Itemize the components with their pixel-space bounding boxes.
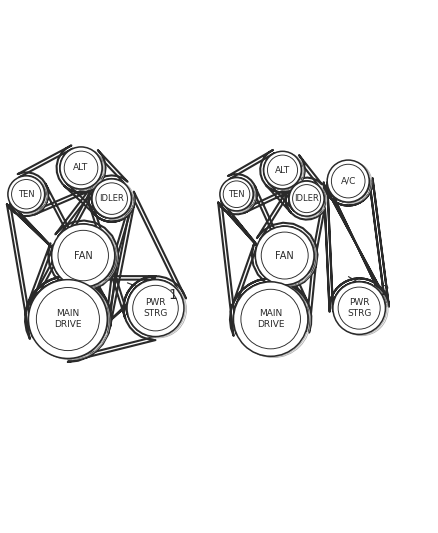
Text: 2: 2 [381,284,390,298]
Circle shape [333,282,385,334]
Circle shape [289,181,324,216]
Circle shape [327,160,369,202]
Text: FAN: FAN [276,251,294,261]
Circle shape [264,151,301,189]
Text: MAIN
DRIVE: MAIN DRIVE [257,309,284,329]
Circle shape [220,177,253,211]
Text: ALT: ALT [74,164,88,173]
Text: MAIN
DRIVE: MAIN DRIVE [54,309,81,329]
Text: TEN: TEN [228,190,245,199]
Circle shape [255,226,314,285]
Circle shape [52,224,115,287]
Circle shape [233,282,308,356]
Text: 1: 1 [169,288,177,302]
Text: PWR
STRG: PWR STRG [347,298,371,318]
Text: FAN: FAN [74,251,92,261]
Circle shape [8,176,45,213]
Circle shape [28,280,107,359]
Circle shape [127,280,184,336]
Circle shape [92,179,131,219]
Text: IDLER: IDLER [99,194,124,203]
Text: PWR
STRG: PWR STRG [143,298,168,318]
Text: IDLER: IDLER [294,194,319,203]
Text: ALT: ALT [275,166,290,175]
Text: A/C: A/C [340,176,356,185]
Text: TEN: TEN [18,190,35,199]
Circle shape [60,147,102,189]
